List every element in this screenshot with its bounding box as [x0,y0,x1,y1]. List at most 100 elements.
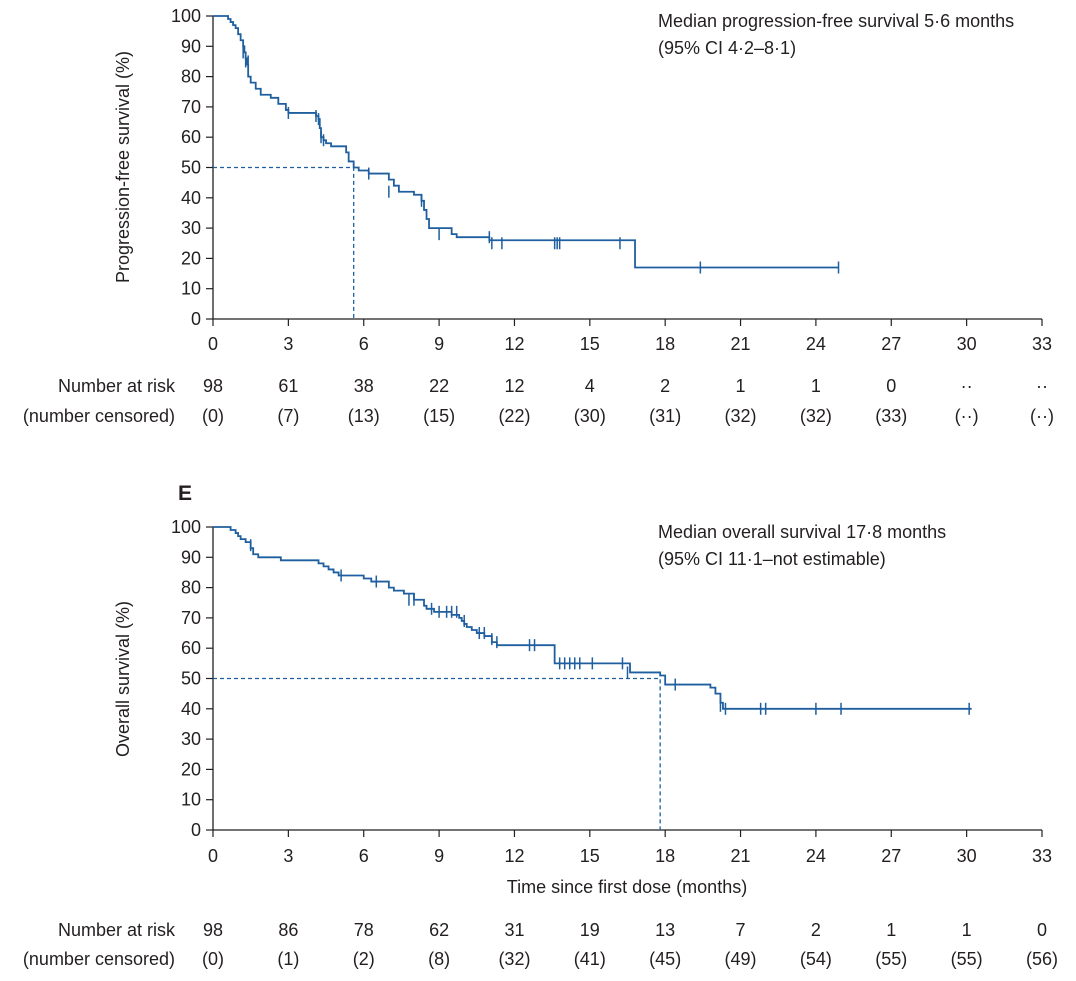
os-panel: E Overall survival (%) Median overall su… [23,482,1058,969]
pfs-y-tick-label: 100 [171,6,201,26]
pfs-censored-value: (7) [277,406,299,426]
pfs-y-tick-label: 30 [181,218,201,238]
pfs-risk-value: 0 [886,376,896,396]
os-y-tick-label: 60 [181,638,201,658]
pfs-risk-value: ·· [1036,376,1048,396]
pfs-x-tick-label: 9 [434,334,444,354]
os-risk-value: 1 [962,920,972,940]
os-x-tick-label: 6 [359,846,369,866]
os-censored-value: (8) [428,949,450,969]
os-risk-label: Number at risk [58,920,176,940]
pfs-y-tick-label: 40 [181,188,201,208]
pfs-risk-value: 61 [278,376,298,396]
os-risk-value: 19 [580,920,600,940]
os-risk-value: 2 [811,920,821,940]
os-x-tick-label: 12 [504,846,524,866]
pfs-censored-value: (··) [955,406,979,426]
os-x-tick-label: 21 [731,846,751,866]
os-x-tick-label: 0 [208,846,218,866]
pfs-x-tick-label: 0 [208,334,218,354]
os-x-tick-label: 9 [434,846,444,866]
pfs-x-tick-label: 21 [731,334,751,354]
pfs-censored-value: (32) [800,406,832,426]
pfs-x-tick-label: 24 [806,334,826,354]
pfs-annotation-line-2: (95% CI 4·2–8·1) [658,38,796,58]
os-censored-value: (1) [277,949,299,969]
pfs-panel: Progression-free survival (%) Median pro… [23,6,1054,426]
os-risk-value: 13 [655,920,675,940]
os-y-tick-label: 50 [181,669,201,689]
os-median-guide [213,677,661,830]
pfs-risk-value: 1 [736,376,746,396]
pfs-x-tick-label: 30 [957,334,977,354]
pfs-median-guide [213,166,355,319]
os-censored-label: (number censored) [23,949,175,969]
os-x-tick-label: 27 [881,846,901,866]
os-risk-value: 7 [736,920,746,940]
pfs-censored-value: (··) [1030,406,1054,426]
pfs-risk-value: 38 [354,376,374,396]
pfs-x-tick-label: 3 [283,334,293,354]
pfs-survival-curve [213,15,839,269]
pfs-censored-value: (15) [423,406,455,426]
os-risk-value: 1 [886,920,896,940]
pfs-censored-value: (33) [875,406,907,426]
os-y-tick-label: 80 [181,578,201,598]
pfs-y-tick-label: 50 [181,158,201,178]
pfs-y-tick-label: 70 [181,97,201,117]
pfs-risk-value: 22 [429,376,449,396]
os-survival-curve [213,526,972,710]
pfs-risk-value: ·· [961,376,973,396]
os-annotation-line-1: Median overall survival 17·8 months [658,522,946,542]
pfs-censored-value: (0) [202,406,224,426]
os-x-tick-label: 18 [655,846,675,866]
os-x-tick-label: 30 [957,846,977,866]
pfs-censored-value: (32) [725,406,757,426]
pfs-risk-label: Number at risk [58,376,176,396]
os-y-tick-label: 90 [181,547,201,567]
os-y-tick-label: 20 [181,759,201,779]
pfs-risk-value: 1 [811,376,821,396]
os-censored-value: (49) [725,949,757,969]
pfs-x-tick-label: 12 [504,334,524,354]
os-x-tick-label: 24 [806,846,826,866]
pfs-risk-value: 2 [660,376,670,396]
os-censored-value: (56) [1026,949,1058,969]
os-censored-value: (0) [202,949,224,969]
pfs-censored-value: (31) [649,406,681,426]
os-x-tick-label: 33 [1032,846,1052,866]
pfs-risk-value: 98 [203,376,223,396]
os-risk-value: 31 [504,920,524,940]
pfs-x-tick-label: 18 [655,334,675,354]
pfs-y-axis-label: Progression-free survival (%) [113,51,133,283]
os-annotation-line-2: (95% CI 11·1–not estimable) [658,549,886,569]
os-risk-value: 0 [1037,920,1047,940]
pfs-censored-value: (22) [498,406,530,426]
pfs-y-tick-label: 10 [181,279,201,299]
os-censored-value: (54) [800,949,832,969]
os-risk-value: 86 [278,920,298,940]
os-censored-value: (55) [875,949,907,969]
os-risk-value: 98 [203,920,223,940]
os-censored-value: (32) [498,949,530,969]
os-censored-value: (41) [574,949,606,969]
os-y-tick-label: 40 [181,699,201,719]
os-x-tick-label: 15 [580,846,600,866]
pfs-risk-value: 4 [585,376,595,396]
pfs-censored-label: (number censored) [23,406,175,426]
pfs-annotation-line-1: Median progression-free survival 5·6 mon… [658,11,1014,31]
pfs-y-tick-label: 0 [191,309,201,329]
pfs-censored-value: (13) [348,406,380,426]
os-y-tick-label: 30 [181,729,201,749]
pfs-y-tick-label: 20 [181,248,201,268]
pfs-x-tick-label: 33 [1032,334,1052,354]
os-y-tick-label: 100 [171,517,201,537]
os-y-tick-label: 10 [181,790,201,810]
os-risk-value: 62 [429,920,449,940]
os-panel-letter: E [178,482,192,505]
os-y-tick-label: 70 [181,608,201,628]
pfs-censored-value: (30) [574,406,606,426]
pfs-x-tick-label: 15 [580,334,600,354]
